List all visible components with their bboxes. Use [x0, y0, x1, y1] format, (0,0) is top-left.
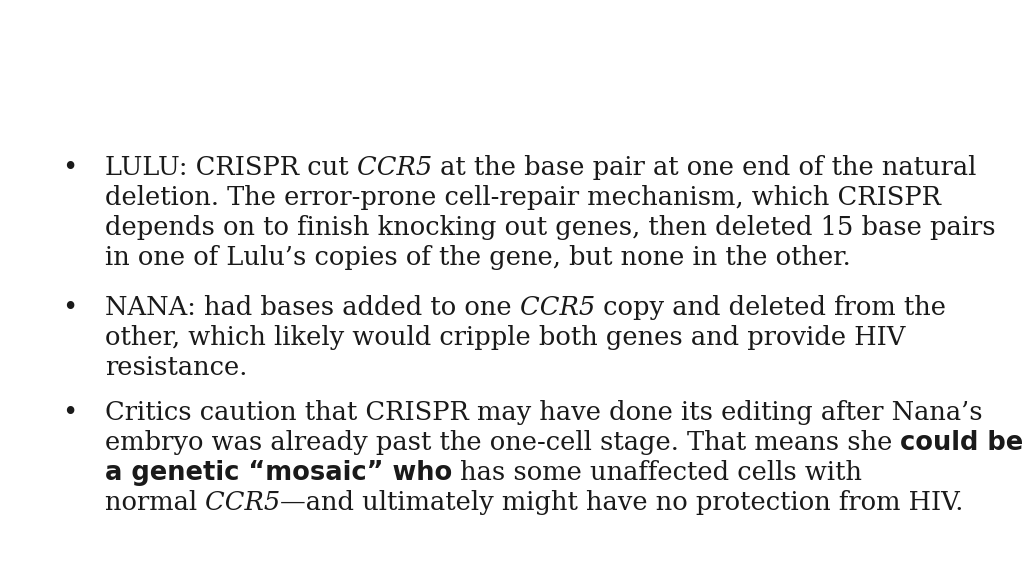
Text: in one of Lulu’s copies of the gene, but none in the other.: in one of Lulu’s copies of the gene, but… — [105, 245, 851, 270]
Text: LULU: CRISPR cut: LULU: CRISPR cut — [105, 155, 356, 180]
Text: CCR5: CCR5 — [520, 295, 595, 320]
Text: a genetic “mosaic” who: a genetic “mosaic” who — [105, 460, 453, 486]
Text: deletion. The error-prone cell-repair mechanism, which CRISPR: deletion. The error-prone cell-repair me… — [105, 185, 941, 210]
Text: NANA: had bases added to one: NANA: had bases added to one — [105, 295, 520, 320]
Text: embryo was already past the one-cell stage. That means she: embryo was already past the one-cell sta… — [105, 430, 900, 455]
Text: could be: could be — [900, 430, 1024, 456]
Text: •: • — [62, 295, 77, 320]
Text: resistance.: resistance. — [105, 355, 248, 380]
Text: normal: normal — [105, 490, 205, 515]
Text: at the base pair at one end of the natural: at the base pair at one end of the natur… — [432, 155, 976, 180]
Text: copy and deleted from the: copy and deleted from the — [595, 295, 946, 320]
Text: CCR5: CCR5 — [205, 490, 281, 515]
Text: Critics caution that CRISPR may have done its editing after Nana’s: Critics caution that CRISPR may have don… — [105, 400, 983, 425]
Text: •: • — [62, 400, 77, 425]
Text: other, which likely would cripple both genes and provide HIV: other, which likely would cripple both g… — [105, 325, 905, 350]
Text: •: • — [62, 155, 77, 180]
Text: has some unaffected cells with: has some unaffected cells with — [453, 460, 862, 485]
Text: depends on to finish knocking out genes, then deleted 15 base pairs: depends on to finish knocking out genes,… — [105, 215, 995, 240]
Text: CCR5: CCR5 — [356, 155, 432, 180]
Text: —and ultimately might have no protection from HIV.: —and ultimately might have no protection… — [281, 490, 964, 515]
